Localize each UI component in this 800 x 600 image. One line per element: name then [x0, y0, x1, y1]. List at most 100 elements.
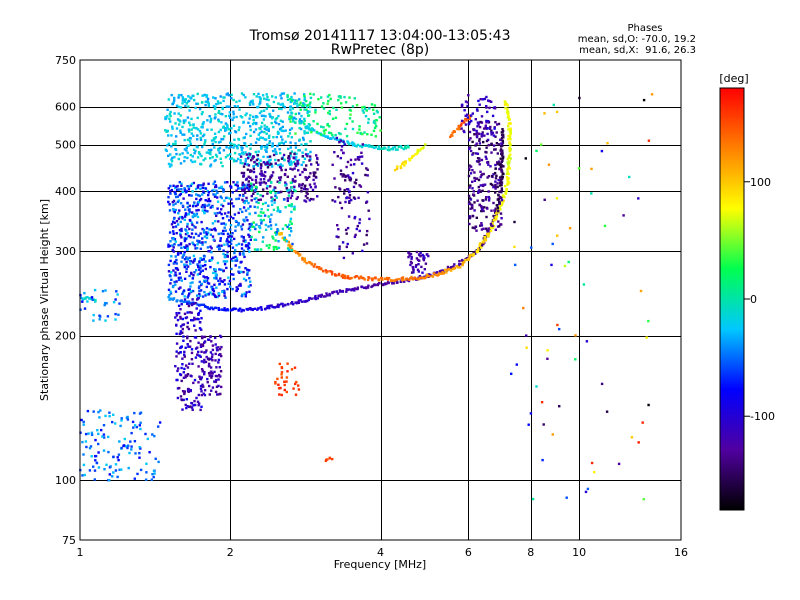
data-point: [228, 116, 232, 119]
data-point: [294, 132, 297, 135]
data-point: [232, 256, 235, 259]
data-point: [131, 420, 135, 424]
data-point: [200, 125, 203, 129]
data-point: [214, 374, 218, 378]
data-point: [340, 145, 344, 148]
data-point: [231, 287, 234, 291]
data-point: [246, 271, 249, 274]
data-point: [80, 418, 83, 422]
data-point: [289, 152, 292, 155]
data-point: [213, 276, 216, 280]
data-point: [206, 100, 209, 103]
data-point: [260, 130, 263, 133]
data-point: [506, 170, 509, 174]
data-point: [498, 190, 501, 193]
data-point: [175, 185, 178, 188]
data-point: [179, 106, 183, 109]
data-point: [183, 258, 187, 261]
data-point: [154, 457, 157, 460]
data-point: [251, 185, 254, 188]
data-point: [234, 307, 237, 311]
data-point: [334, 274, 338, 277]
data-point: [195, 102, 198, 105]
data-point: [268, 142, 271, 145]
data-point: [175, 220, 179, 223]
data-point: [303, 199, 306, 202]
data-point: [226, 232, 230, 236]
data-point: [176, 118, 180, 121]
data-point: [290, 245, 293, 248]
data-point: [254, 150, 257, 154]
data-point: [201, 237, 204, 240]
data-point: [223, 135, 226, 138]
data-point: [196, 156, 200, 159]
data-point: [234, 225, 237, 228]
data-point: [294, 162, 297, 165]
data-point: [275, 196, 278, 199]
data-point: [277, 102, 280, 105]
data-point: [361, 109, 364, 112]
data-point: [114, 422, 117, 425]
data-point: [507, 138, 510, 141]
data-point: [471, 140, 474, 144]
data-point: [642, 98, 646, 102]
data-point: [179, 308, 182, 311]
data-point: [339, 156, 342, 160]
data-point: [81, 440, 84, 444]
data-point: [214, 295, 217, 298]
data-point: [188, 259, 192, 263]
data-point: [253, 225, 256, 229]
data-point: [210, 340, 213, 343]
data-point: [466, 113, 469, 116]
data-point: [490, 100, 493, 103]
data-point: [242, 239, 245, 243]
data-point: [250, 194, 253, 198]
data-point: [206, 204, 209, 207]
data-point: [555, 110, 559, 114]
data-point: [165, 130, 168, 133]
data-point: [585, 340, 589, 343]
data-point: [500, 131, 503, 134]
data-point: [248, 277, 251, 280]
data-point: [495, 174, 498, 177]
data-point: [256, 137, 259, 141]
data-point: [210, 285, 213, 288]
data-point: [172, 246, 175, 249]
data-point: [449, 269, 453, 272]
data-point: [483, 235, 486, 239]
data-point: [193, 316, 196, 320]
data-point: [494, 148, 497, 151]
data-point: [259, 167, 263, 170]
data-point: [288, 157, 291, 160]
data-point: [251, 157, 254, 160]
data-point: [179, 315, 182, 319]
data-point: [307, 298, 310, 302]
data-point: [288, 162, 291, 165]
data-point: [210, 128, 213, 131]
data-point: [220, 196, 223, 200]
data-point: [506, 158, 509, 161]
data-point: [173, 221, 176, 224]
data-point: [509, 138, 512, 141]
data-point: [416, 150, 420, 153]
data-point: [203, 209, 207, 212]
data-point: [224, 115, 227, 118]
data-point: [216, 196, 219, 199]
data-point: [165, 116, 168, 120]
data-point: [407, 251, 411, 255]
data-point: [279, 119, 283, 122]
data-point: [261, 94, 265, 97]
data-point: [277, 191, 280, 194]
data-point: [248, 235, 251, 238]
data-point: [260, 145, 264, 148]
data-point: [227, 276, 230, 279]
data-point: [291, 178, 295, 181]
data-point: [292, 249, 296, 253]
data-point: [207, 362, 211, 366]
data-point: [95, 461, 98, 465]
data-point: [180, 229, 183, 233]
data-point: [328, 109, 331, 113]
data-point: [214, 97, 217, 100]
data-point: [228, 197, 231, 200]
